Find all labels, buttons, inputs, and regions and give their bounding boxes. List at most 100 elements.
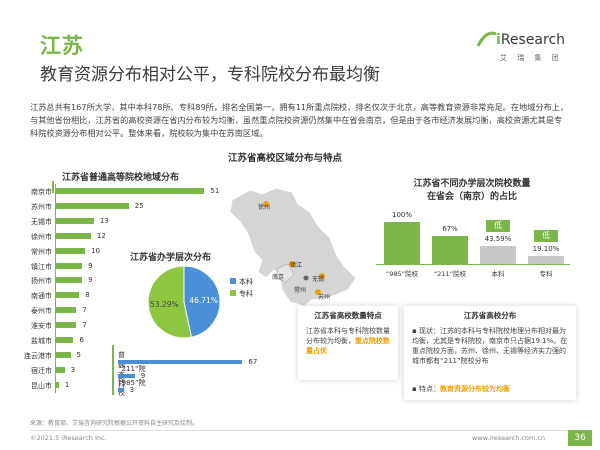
- capital-category: 本科: [491, 270, 505, 278]
- capital-value: 100%: [391, 211, 412, 219]
- city-label: 盐城市: [31, 337, 52, 345]
- bullet-dot: ▪: [412, 385, 419, 393]
- capital-category: “211”院校: [433, 270, 467, 278]
- pie-chart-title: 江苏省办学层次分布: [130, 253, 212, 263]
- city-bar: [56, 232, 91, 239]
- key-bar: [118, 374, 135, 378]
- capital-bar: [528, 255, 564, 264]
- copyright-text: ©2021.5 iResearch Inc.: [30, 434, 107, 442]
- distribution-bullet-2: ▪ 特点：教育资源分布较为均衡: [412, 385, 510, 393]
- city-bar: [56, 381, 59, 388]
- low-tag: 低: [534, 229, 558, 242]
- key-category-label: “211”院校: [118, 365, 146, 383]
- key-bar: [118, 360, 243, 364]
- college-count-panel-text: 江苏省本科与专科院校数量分布较为均衡，重点院校数量占优: [306, 327, 390, 355]
- city-bar: [56, 202, 129, 209]
- city-value: 25: [134, 201, 144, 210]
- city-value: 9: [88, 261, 93, 270]
- city-value: 7: [82, 306, 87, 315]
- map-label-nanjing: 南京: [272, 274, 285, 281]
- key-value: 67: [248, 358, 258, 366]
- city-value: 13: [99, 216, 109, 225]
- city-chart-title: 江苏省普通高等院校地域分布: [62, 173, 180, 183]
- suzhou-marker: [315, 289, 321, 295]
- changzhou-marker: [303, 275, 309, 281]
- key-category-label: “985”院校: [118, 379, 146, 397]
- city-bar: [56, 247, 86, 254]
- legend-swatch: [230, 290, 236, 296]
- capital-bar: [384, 222, 420, 264]
- city-bar: [56, 366, 65, 373]
- map-label-changzhou: 常州: [294, 287, 307, 294]
- key-value: 3: [129, 386, 135, 394]
- logo-subtitle: 艾 瑞 集 团: [500, 54, 563, 62]
- pie-slice-label: 46.71%: [189, 296, 218, 305]
- logo-wordmark: iResearch: [496, 32, 566, 48]
- province-title: 江苏: [40, 34, 84, 58]
- map-label-suzhou: 苏州: [318, 294, 331, 301]
- xuzhou-marker: [263, 201, 269, 207]
- city-chart-title-marker: [52, 181, 54, 193]
- legend-label: 本科: [239, 277, 253, 286]
- legend-swatch: [230, 278, 236, 284]
- page-number: 36: [568, 430, 592, 446]
- pie-slice-label: 53.29%: [150, 300, 179, 309]
- city-label: 宿迁市: [31, 366, 52, 375]
- city-chart-axis: [55, 184, 56, 393]
- capital-category: “985”院校: [385, 270, 419, 278]
- city-label: 常州市: [31, 247, 52, 256]
- pie-slice-0: [183, 265, 221, 338]
- city-label: 泰州市: [31, 307, 52, 316]
- city-bar: [56, 292, 80, 299]
- city-bar: [56, 262, 83, 269]
- jiangsu-map: [229, 187, 357, 307]
- city-label: 苏州市: [31, 202, 52, 211]
- map-label-xuzhou: 徐州: [258, 204, 271, 211]
- city-label: 无锡市: [31, 217, 52, 226]
- key-value: 9: [140, 372, 146, 380]
- city-value: 8: [85, 291, 90, 300]
- capital-value: 19.10%: [532, 244, 560, 253]
- city-value: 5: [76, 350, 81, 359]
- city-bar: [56, 188, 205, 194]
- capital-chart-title-1: 江苏省不同办学层次院校数量: [413, 179, 531, 189]
- city-value: 3: [70, 365, 76, 374]
- city-label: 扬州市: [31, 277, 52, 286]
- city-bar: [56, 277, 83, 284]
- footer-divider: [30, 430, 570, 431]
- city-value: 1: [64, 380, 70, 389]
- city-label: 连云港市: [24, 351, 52, 360]
- city-bar: [56, 307, 77, 314]
- capital-value: 43.59%: [484, 234, 512, 243]
- city-bar: [56, 322, 77, 329]
- nanjing-region: [275, 263, 295, 283]
- city-label: 徐州市: [31, 232, 52, 241]
- low-tag: 低: [486, 219, 510, 232]
- city-bar: [56, 337, 74, 343]
- capital-bar: [480, 245, 516, 264]
- map-label-zhenjiang: 镇江: [290, 262, 303, 269]
- map-section-title: 江苏省高校区域分布与特点: [228, 153, 343, 164]
- page-headline: 教育资源分布相对公平，专科院校分布最均衡: [40, 65, 380, 85]
- city-label: 昆山市: [31, 381, 52, 390]
- city-value: 9: [88, 276, 93, 285]
- key-bar: [118, 388, 124, 392]
- level-pie-chart: 46.71% 本科 53.29% 专科: [147, 265, 253, 339]
- city-label: 淮安市: [31, 322, 52, 331]
- pie-slice-1: [147, 265, 192, 339]
- city-value: 12: [96, 231, 106, 240]
- capital-category: 专科: [539, 270, 553, 278]
- city-value: 7: [82, 321, 87, 330]
- site-url: www.iresearch.com.cn: [472, 434, 546, 442]
- capital-bar: [432, 235, 468, 264]
- wuxi-marker: [319, 273, 325, 279]
- college-distribution-panel: 江苏省高校分布 ▪ 现状：江苏的本科与专科院校地理分布相对最为均衡，尤其是专科院…: [404, 306, 576, 400]
- city-bar: [56, 351, 71, 358]
- source-note: 来源：教育部、艾瑞咨询研究院根据公开资料自主研究及绘制。: [30, 420, 199, 427]
- capital-value: 67%: [442, 224, 458, 233]
- map-label-wuxi: 无锡: [312, 276, 325, 283]
- distribution-bullet-1: ▪ 现状：江苏的本科与专科院校地理分布相对最为均衡，尤其是专科院校，南京市只占据…: [412, 327, 568, 365]
- city-bar: [56, 217, 94, 224]
- city-label: 南通市: [31, 292, 52, 301]
- bullet-dot: ▪: [412, 327, 419, 335]
